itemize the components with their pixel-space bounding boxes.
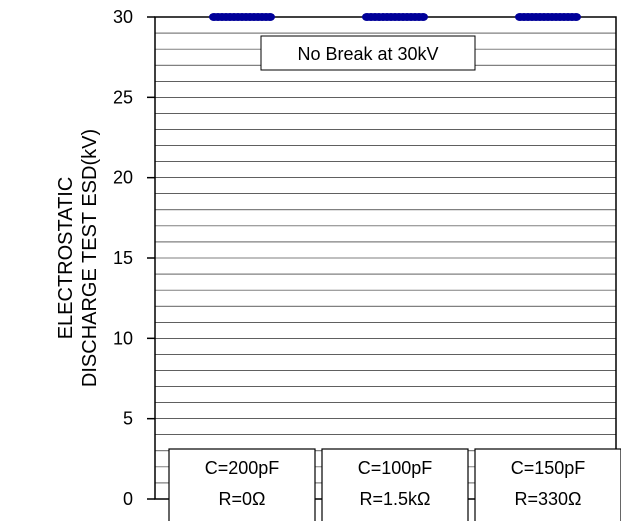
condition-resistance: R=0Ω <box>219 489 266 509</box>
condition-resistance: R=1.5kΩ <box>360 489 431 509</box>
condition-capacitance: C=200pF <box>205 458 280 478</box>
data-point <box>265 13 275 21</box>
condition-box <box>321 448 469 521</box>
condition-resistance: R=330Ω <box>515 489 582 509</box>
y-axis-label-line-1: ELECTROSTATIC <box>55 177 77 340</box>
grid-lines <box>155 32 616 484</box>
y-tick-label: 30 <box>113 7 133 27</box>
y-tick-label: 25 <box>113 87 133 107</box>
data-points <box>209 13 581 21</box>
annotation-box: No Break at 30kV <box>260 35 476 71</box>
annotation-text: No Break at 30kV <box>297 44 438 64</box>
condition-box <box>474 448 621 521</box>
y-axis-ticks: 0 5 10 15 20 25 30 <box>113 7 155 509</box>
y-tick-label: 15 <box>113 248 133 268</box>
y-tick-label: 5 <box>123 409 133 429</box>
data-point <box>418 13 428 21</box>
condition-capacitance: C=100pF <box>358 458 433 478</box>
condition-box <box>168 448 316 521</box>
y-tick-label: 20 <box>113 168 133 188</box>
data-point <box>571 13 581 21</box>
y-tick-label: 0 <box>123 489 133 509</box>
y-tick-label: 10 <box>113 328 133 348</box>
y-axis-label-line-2: DISCHARGE TEST ESD(kV) <box>79 129 101 387</box>
y-axis-label: ELECTROSTATIC DISCHARGE TEST ESD(kV) <box>55 129 101 387</box>
test-conditions: C=200pF R=0Ω C=100pF R=1.5kΩ C=150pF R=330Ω <box>168 448 621 521</box>
condition-capacitance: C=150pF <box>511 458 586 478</box>
